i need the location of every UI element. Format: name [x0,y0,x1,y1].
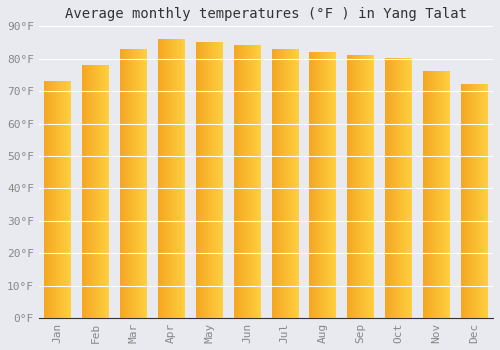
Bar [348,55,374,318]
Bar [385,59,411,318]
Bar [234,46,260,318]
Bar [272,49,298,318]
Bar [461,85,487,318]
Bar [310,52,336,318]
Bar [423,72,450,318]
Bar [44,81,71,318]
Bar [196,42,222,318]
Bar [158,39,184,318]
Bar [82,65,109,318]
Bar [120,49,146,318]
Title: Average monthly temperatures (°F ) in Yang Talat: Average monthly temperatures (°F ) in Ya… [65,7,467,21]
